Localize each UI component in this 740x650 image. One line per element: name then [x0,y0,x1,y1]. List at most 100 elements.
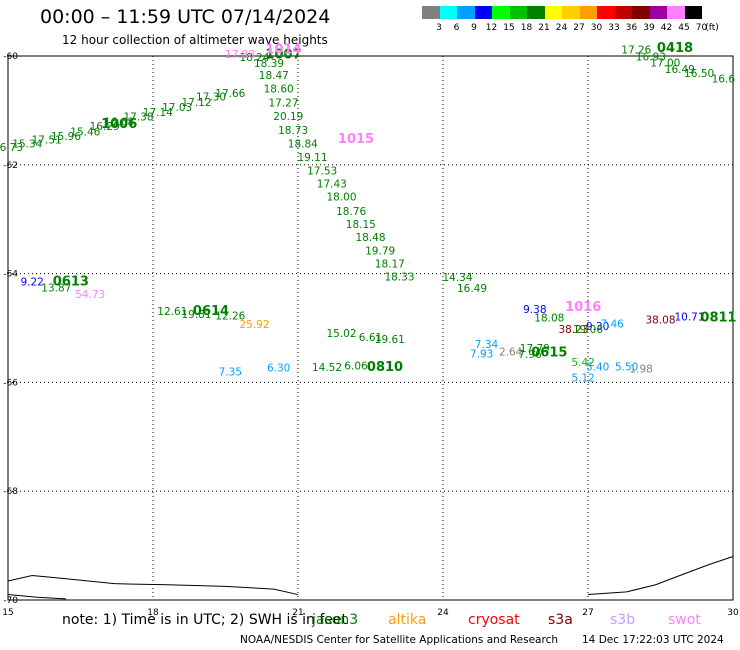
lon-tick-label: 18 [147,608,159,618]
wave-height-value: 13.87 [41,283,71,295]
lat-tick-label: -70 [3,596,18,606]
legend-swatch [684,6,702,19]
wave-height-value: 2.64 [499,347,523,359]
wave-height-value: 17.51 [32,135,62,147]
legend-swatch [562,6,580,19]
wave-height-value: 14.52 [312,362,342,374]
wave-height-value: 19.06 [573,324,603,336]
legend-swatch [439,6,457,19]
wave-height-value: 18.33 [384,272,414,284]
map-frame [7,55,734,601]
legend-swatch [422,6,440,19]
wave-height-value: 17.38 [123,112,153,124]
coastline [7,594,67,600]
wave-height-value: 18.73 [278,125,308,137]
wave-height-value: 7.46 [600,318,624,330]
satellite-cryosat: cryosat [468,612,520,628]
coastline [587,556,734,596]
legend-level: 3 [436,23,442,33]
wave-height-value: 16.93 [636,51,666,63]
wave-height-value: 16.6 [712,74,736,86]
wave-height-value: 18.76 [336,206,366,218]
legend-swatch [474,6,492,19]
wave-height-value: 17.26 [621,44,651,56]
wave-height-value: 18.00 [326,192,356,204]
wave-height-value: 16.29 [90,121,120,133]
wave-height-value: 12.26 [215,310,245,322]
wave-height-value: 19.79 [365,246,395,258]
legend-swatch [509,6,527,19]
wave-height-value: 5.12 [571,372,594,384]
satellite-jason3: jason3 [312,612,359,628]
wave-height-value: 1.98 [629,364,652,376]
legend-level: 18 [520,23,533,33]
lat-tick-label: -60 [3,52,18,62]
wave-height-value: 16.49 [665,64,695,76]
wave-height-value: 54.73 [75,289,105,301]
wave-height-value: 38.23 [558,324,588,336]
pass-time-label: 1015 [338,132,374,147]
legend-level: 39 [643,23,655,33]
wave-height-value: 16.68 [104,117,134,129]
page-subtitle: 12 hour collection of altimeter wave hei… [62,33,328,47]
wave-height-value: 17.03 [162,102,192,114]
legend-level: 24 [555,23,568,33]
wave-height-value: 38.08 [645,315,675,327]
wave-height-value: 16.73 [0,142,23,154]
legend-level: 33 [608,23,620,33]
pass-time-label: 0810 [367,360,403,375]
legend-swatch [597,6,615,19]
wave-height-value: 19.11 [297,152,327,164]
wave-height-value: 16.50 [684,68,714,80]
wave-height-value: 25.92 [239,319,269,331]
legend-level: 70 [695,23,708,33]
wave-height-value: 18.47 [259,70,289,82]
legend-swatch [649,6,667,19]
legend-unit: (ft) [705,23,719,33]
wave-height-value: 12.61 [157,306,187,318]
wave-height-value: 17.43 [317,179,347,191]
wave-height-value: 16.49 [457,283,487,295]
lon-tick-label: 27 [582,608,593,618]
wave-height-value: 18.17 [375,259,405,271]
wave-height-value: 15.02 [326,328,356,340]
wave-height-value: 17.88 [225,49,255,61]
legend-swatch [614,6,632,19]
pass-time-label: 0614 [193,304,229,319]
satellite-s3a: s3a [548,612,573,628]
pass-time-label: 0615 [531,345,567,360]
legend-level: 30 [590,23,603,33]
wave-height-value: 15.46 [70,126,100,138]
pass-time-label: 1016 [565,300,601,315]
wave-height-value: 18.15 [346,219,376,231]
wave-height-value: 5.40 [586,361,609,373]
wave-height-value: 6.61 [359,332,382,344]
satellite-swot: swot [668,612,701,628]
wave-height-value: 18.84 [288,138,318,150]
wave-height-value: 17.14 [143,107,173,119]
coastline [7,575,299,596]
legend-swatch [457,6,475,19]
legend-level: 12 [485,23,498,33]
legend-level: 42 [660,23,673,33]
legend-level: 21 [538,23,550,33]
generation-timestamp: 14 Dec 17:22:03 UTC 2024 [582,634,724,646]
wave-height-value: 9.38 [523,304,546,316]
wave-height-value: 14.34 [442,272,472,284]
legend-swatch [579,6,597,19]
wave-height-value: 18.08 [534,312,564,324]
wave-height-value: 18.39 [254,58,284,70]
wave-height-value: 6.30 [267,363,290,375]
wave-height-value: 17.30 [196,92,226,104]
wave-height-value: 17.79 [520,343,550,355]
legend-level: 6 [453,23,460,33]
satellite-s3b: s3b [610,612,636,628]
wave-height-value: 17.66 [215,88,245,100]
wave-height-value: 7.96 [518,349,542,361]
lon-tick-label: 24 [437,608,449,618]
legend-level: 36 [625,23,638,33]
wave-height-value: 15.96 [51,131,81,143]
wave-height-value: 17.27 [268,98,298,110]
legend-level: 9 [471,23,477,33]
